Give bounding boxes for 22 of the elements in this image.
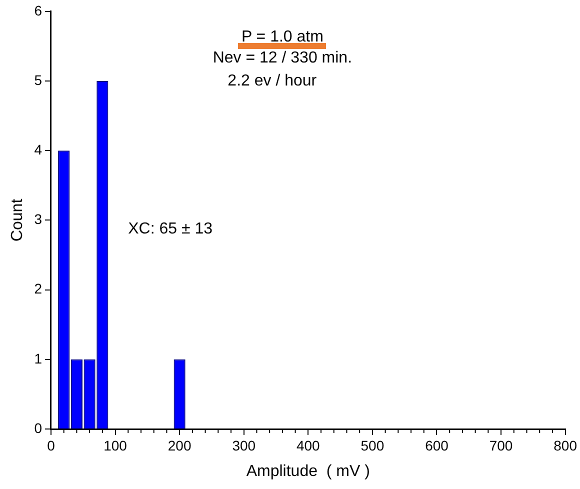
annotation: XC: 65 ± 13 xyxy=(128,220,213,238)
y-tick-label: 4 xyxy=(34,141,42,158)
annotation: Nev = 12 / 330 min. xyxy=(212,49,352,66)
y-tick-label: 2 xyxy=(34,280,42,297)
x-axis-title: Amplitude ( mV ) xyxy=(246,462,370,480)
y-tick-label: 1 xyxy=(34,350,42,366)
x-tick-label: 300 xyxy=(232,437,256,454)
x-tick-label: 0 xyxy=(47,437,56,454)
x-tick-label: 500 xyxy=(360,437,384,454)
x-tick-label: 100 xyxy=(104,437,128,454)
x-tick-label: 800 xyxy=(554,437,578,454)
y-tick-label: 6 xyxy=(34,2,42,18)
y-tick-label: 0 xyxy=(34,420,42,436)
x-tick-label: 700 xyxy=(489,437,513,454)
annotation: 2.2 ev / hour xyxy=(228,72,318,90)
y-axis-title: Count xyxy=(9,198,26,242)
annotation: P = 1.0 atm xyxy=(241,28,324,46)
x-tick-label: 200 xyxy=(168,437,192,454)
x-tick-label: 600 xyxy=(425,437,449,454)
y-tick-label: 3 xyxy=(34,211,42,228)
y-tick-label: 5 xyxy=(34,72,42,88)
x-tick-label: 400 xyxy=(296,437,320,454)
